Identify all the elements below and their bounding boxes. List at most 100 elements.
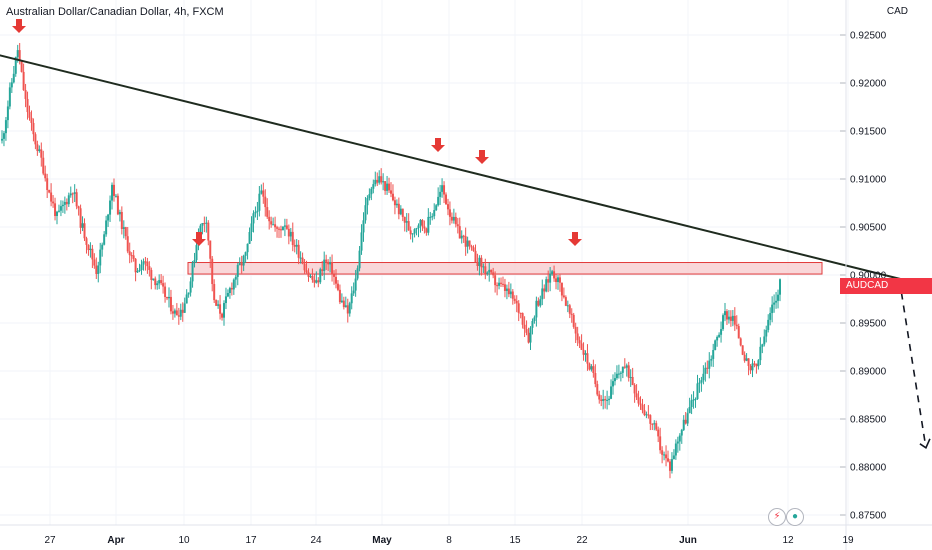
- candle-body: [356, 268, 359, 279]
- candle-body: [678, 435, 681, 442]
- candle-body: [490, 269, 493, 273]
- x-tick-label: 27: [44, 535, 56, 546]
- candle-body: [331, 262, 334, 275]
- flag-icon[interactable]: ●: [786, 508, 804, 526]
- time-axis[interactable]: 27 Apr 10 17 24 May 8 15 22 Jun 12 19: [0, 524, 932, 546]
- candle-body: [260, 190, 263, 194]
- candle-body: [470, 246, 473, 248]
- candle-body: [57, 210, 60, 212]
- candle-body: [99, 249, 102, 266]
- candle-body: [419, 220, 422, 226]
- candle-body: [610, 386, 613, 399]
- lightning-icon[interactable]: ⚡: [768, 508, 786, 526]
- candle-body: [596, 384, 599, 395]
- candle-body: [588, 363, 591, 370]
- candle-body: [2, 133, 5, 139]
- price-axis[interactable]: 0.92500 0.92000 0.91500 0.91000 0.90500 0.900…: [840, 0, 887, 550]
- candle-body: [317, 280, 320, 283]
- candle-body: [354, 278, 357, 291]
- price-tag-symbol: AUDCAD: [846, 280, 889, 291]
- candle-body: [154, 278, 157, 286]
- candle-body: [739, 338, 742, 346]
- trendline-segment[interactable]: [0, 51, 931, 288]
- candle-body: [215, 300, 218, 306]
- candle-body: [513, 298, 516, 301]
- down-arrow-icon: [12, 19, 26, 33]
- candle-body: [179, 309, 182, 317]
- candle-body: [631, 377, 634, 386]
- candle-body: [346, 305, 349, 314]
- candle-body: [101, 244, 104, 250]
- projection-dashed-line[interactable]: [898, 279, 931, 449]
- candle-body: [132, 255, 135, 259]
- candle-body: [107, 214, 110, 221]
- candle-body: [52, 201, 55, 204]
- candle-body: [682, 419, 685, 430]
- candle-body: [166, 297, 169, 299]
- candle-body: [264, 196, 267, 208]
- candle-body: [580, 343, 583, 350]
- candle-body: [541, 288, 544, 300]
- candle-body: [336, 283, 339, 290]
- candle-body: [228, 288, 231, 294]
- projection-path[interactable]: [898, 279, 927, 448]
- y-tick-label: 0.90000: [850, 271, 887, 282]
- candle-body: [775, 300, 778, 303]
- candle-body: [586, 353, 589, 364]
- rejection-arrows: [12, 19, 582, 246]
- candle-body: [476, 262, 479, 266]
- candle-body: [372, 184, 375, 189]
- candle-body: [374, 179, 377, 185]
- candle-body: [360, 232, 363, 251]
- candle-body: [623, 366, 626, 368]
- candle-body: [747, 358, 750, 366]
- candle-body: [505, 288, 508, 291]
- candle-body: [458, 226, 461, 239]
- candle-body: [621, 366, 624, 373]
- candle-body: [248, 232, 251, 244]
- candle-body: [452, 216, 455, 221]
- candle-body: [193, 260, 196, 263]
- candle-body: [138, 269, 141, 271]
- candle-body: [450, 216, 453, 221]
- candle-body: [285, 225, 288, 229]
- descending-trendline[interactable]: [0, 51, 931, 288]
- candle-body: [517, 303, 520, 313]
- candle-body: [639, 403, 642, 405]
- candle-body: [743, 354, 746, 361]
- candle-body: [270, 221, 273, 225]
- candle-body: [209, 240, 212, 259]
- candle-body: [207, 222, 210, 241]
- candle-body: [759, 346, 762, 361]
- candle-body: [720, 329, 723, 335]
- candlestick-series: [1, 43, 781, 479]
- candle-body: [124, 227, 127, 237]
- candle-body: [706, 367, 709, 369]
- candle-body: [325, 259, 328, 262]
- candle-body: [63, 201, 66, 205]
- candle-body: [65, 201, 68, 205]
- candle-body: [667, 458, 670, 462]
- candle-body: [427, 216, 430, 233]
- candle-body: [203, 223, 206, 225]
- candle-body: [28, 112, 31, 118]
- candle-body: [291, 231, 294, 245]
- candle-body: [61, 204, 64, 207]
- y-tick-label: 0.92000: [850, 79, 887, 90]
- candle-body: [574, 326, 577, 334]
- candle-body: [167, 296, 170, 299]
- x-tick-label: 8: [446, 535, 452, 546]
- candle-body: [672, 455, 675, 460]
- candle-body: [54, 203, 57, 217]
- candle-body: [112, 184, 115, 196]
- candle-body: [30, 117, 33, 123]
- candle-body: [507, 288, 510, 295]
- candle-body: [692, 399, 695, 401]
- candle-body: [87, 244, 90, 251]
- candle-body: [164, 286, 167, 298]
- candle-body: [89, 248, 92, 251]
- candle-body: [722, 315, 725, 330]
- candle-body: [173, 310, 176, 314]
- down-arrow-icon: [475, 150, 489, 164]
